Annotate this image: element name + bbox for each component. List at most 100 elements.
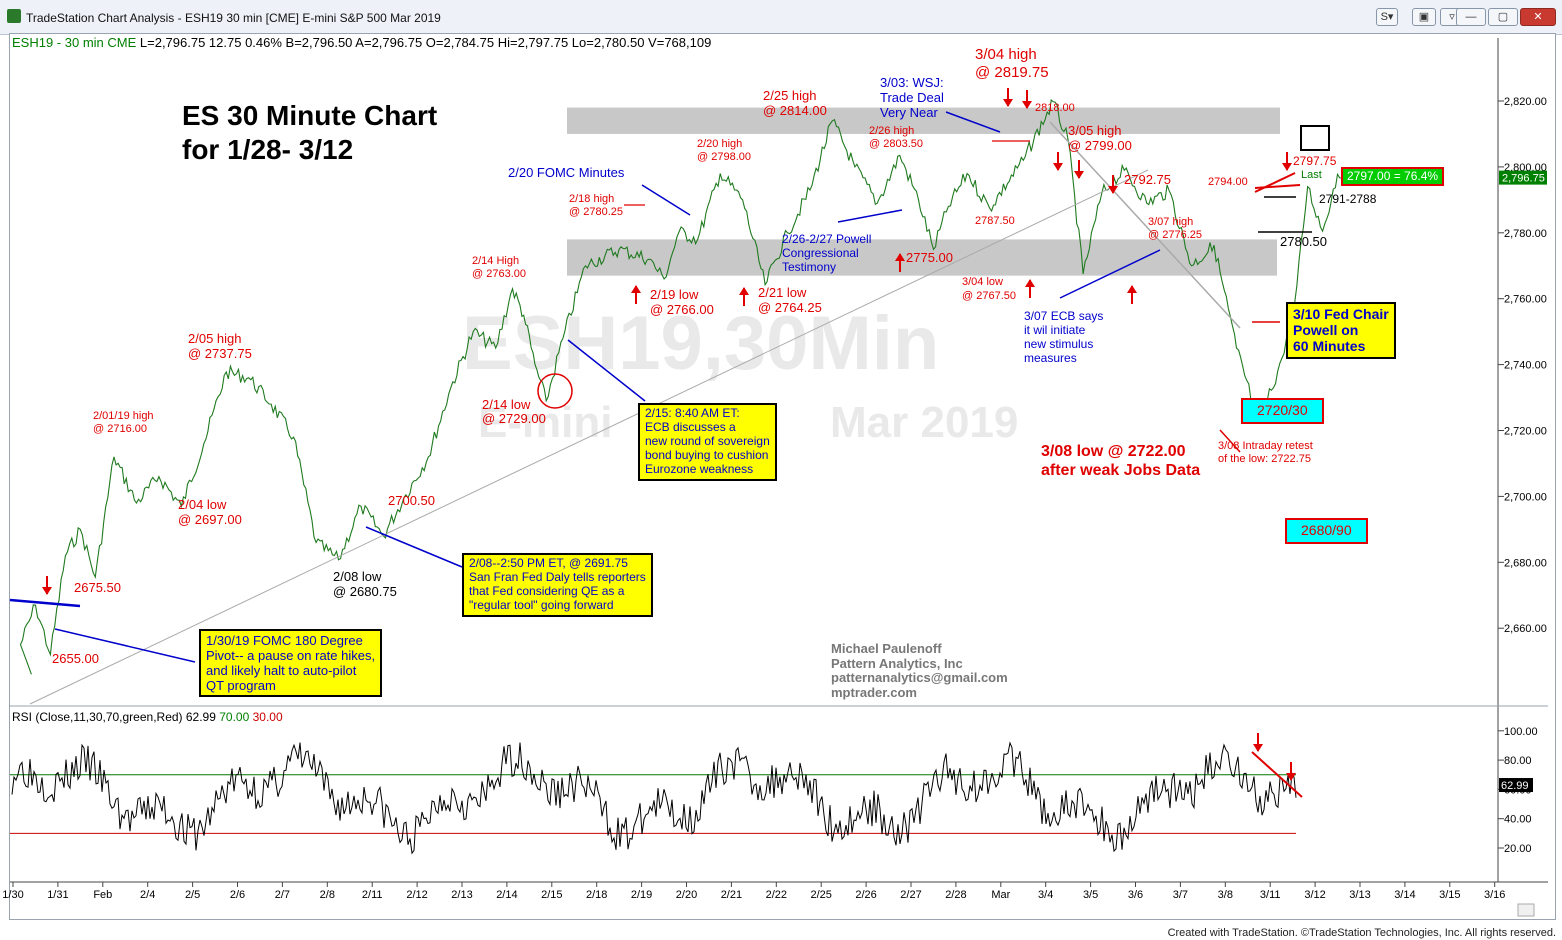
retest-pointer bbox=[1219, 429, 1241, 453]
time-tick-label: 2/5 bbox=[185, 889, 200, 901]
watermark-symbol: ESH19,30Min bbox=[462, 301, 940, 386]
wedge-line bbox=[1254, 184, 1301, 189]
time-tick-label: 2/15 bbox=[541, 889, 562, 901]
time-tick-label: 3/12 bbox=[1304, 889, 1325, 901]
time-tick-label: 3/16 bbox=[1484, 889, 1505, 901]
time-tick-label: Feb bbox=[93, 889, 112, 901]
ecb0307-dash bbox=[1059, 249, 1161, 299]
price-tick-label: 2,740.00 bbox=[1504, 360, 1547, 372]
fomc-minutes-dash bbox=[641, 184, 691, 216]
arrow-down-3-06-head bbox=[1108, 186, 1118, 194]
time-tick-label: 3/14 bbox=[1394, 889, 1415, 901]
time-tick-label: 2/27 bbox=[900, 889, 921, 901]
arrow-up-2-19-head bbox=[631, 285, 641, 293]
info-line: ESH19 - 30 min CME L=2,796.75 12.75 0.46… bbox=[12, 35, 711, 50]
time-tick-label: Mar bbox=[991, 889, 1010, 901]
time-tick-label: 2/19 bbox=[631, 889, 652, 901]
rsi-tick-label: 80.00 bbox=[1504, 755, 1532, 767]
target-box bbox=[1300, 125, 1330, 151]
arrow-down-3-05b-head bbox=[1074, 171, 1084, 179]
time-tick-label: 3/7 bbox=[1173, 889, 1188, 901]
fomc-pointer-line bbox=[54, 628, 196, 663]
rsi-legend: RSI (Close,11,30,70,green,Red) 62.99 70.… bbox=[12, 710, 283, 724]
rising-trendline bbox=[29, 169, 1149, 705]
price-tick-label: 2,780.00 bbox=[1504, 228, 1547, 240]
arrow-up-2-27-head bbox=[895, 253, 905, 261]
minimize-icon[interactable]: — bbox=[1456, 8, 1486, 26]
support-band bbox=[567, 239, 1277, 276]
wsj-pointer-line bbox=[945, 111, 1001, 133]
powell-pointer-line bbox=[837, 209, 903, 223]
fomc-marker-line bbox=[9, 598, 81, 608]
time-tick-label: 2/12 bbox=[406, 889, 427, 901]
price-series-line bbox=[19, 98, 1353, 675]
rsi-legend-label: RSI (Close,11,30,70,green,Red) bbox=[12, 710, 186, 724]
time-tick-label: 2/13 bbox=[451, 889, 472, 901]
rsi-arrow-1-head bbox=[1253, 744, 1263, 752]
menu-icon[interactable]: ▣ bbox=[1412, 8, 1436, 26]
s-dropdown-button[interactable]: S▾ bbox=[1376, 8, 1398, 26]
rsi-legend-os: 30.00 bbox=[253, 710, 283, 724]
rsi-legend-value: 62.99 bbox=[186, 710, 219, 724]
watermark-desc-1: E-mini bbox=[478, 398, 613, 447]
time-tick-label: 2/8 bbox=[320, 889, 335, 901]
time-tick-label: 2/21 bbox=[721, 889, 742, 901]
time-tick-label: 2/20 bbox=[676, 889, 697, 901]
arrow-down-3-04b-head bbox=[1022, 101, 1032, 109]
time-tick-label: 3/5 bbox=[1083, 889, 1098, 901]
time-tick-label: 2/25 bbox=[810, 889, 831, 901]
time-tick-label: 2/6 bbox=[230, 889, 245, 901]
time-tick-label: 3/6 bbox=[1128, 889, 1143, 901]
watermark-desc-2: Mar 2019 bbox=[830, 398, 1019, 447]
chart-window[interactable] bbox=[9, 33, 1556, 920]
arrow-down-3-04a-head bbox=[1003, 99, 1013, 107]
time-tick-label: 2/26 bbox=[855, 889, 876, 901]
time-tick-label: 2/22 bbox=[766, 889, 787, 901]
daly-pointer-line bbox=[365, 526, 463, 568]
arrow-down-3-05a-head bbox=[1053, 163, 1063, 171]
falling-trendline bbox=[1049, 121, 1241, 329]
rsi-tick-label: 100.00 bbox=[1504, 726, 1538, 738]
low-circle-2-14 bbox=[537, 373, 573, 409]
rsi-tick-label: 40.00 bbox=[1504, 814, 1532, 826]
time-tick-label: 3/8 bbox=[1218, 889, 1233, 901]
s-button-label: S bbox=[1380, 11, 1388, 23]
time-tick-label: 1/30 bbox=[2, 889, 23, 901]
arrow-down-3-12-head bbox=[1282, 163, 1292, 171]
time-tick-label: 3/4 bbox=[1038, 889, 1053, 901]
price-tick-label: 2,820.00 bbox=[1504, 96, 1547, 108]
time-tick-label: 3/11 bbox=[1260, 889, 1281, 901]
window-title: TradeStation Chart Analysis - ESH19 30 m… bbox=[26, 11, 441, 25]
price-tick-label: 2,700.00 bbox=[1504, 491, 1547, 503]
time-tick-label: 2/28 bbox=[945, 889, 966, 901]
rsi-series-line bbox=[11, 741, 1297, 855]
rsi-divergence-line bbox=[1251, 751, 1303, 798]
title-bar: TradeStation Chart Analysis - ESH19 30 m… bbox=[0, 0, 1562, 35]
scroll-thumb bbox=[1517, 903, 1535, 917]
ecb-pointer-line bbox=[567, 339, 646, 402]
rsi-tick-label: 20.00 bbox=[1504, 843, 1532, 855]
resistance-band bbox=[567, 107, 1280, 134]
time-tick-label: 1/31 bbox=[47, 889, 68, 901]
maximize-icon[interactable]: ▢ bbox=[1488, 8, 1518, 26]
time-tick-label: 2/18 bbox=[586, 889, 607, 901]
price-tick-label: 2,680.00 bbox=[1504, 557, 1547, 569]
wedge-top-line bbox=[1254, 172, 1296, 193]
time-tick-label: 2/4 bbox=[140, 889, 155, 901]
close-icon[interactable]: ✕ bbox=[1520, 8, 1556, 26]
time-tick-label: 2/7 bbox=[275, 889, 290, 901]
price-tick-label: 2,720.00 bbox=[1504, 426, 1547, 438]
arrow-up-3-04-head bbox=[1025, 279, 1035, 287]
arrow-up-2-21-head bbox=[739, 287, 749, 295]
rsi-last-label: 62.99 bbox=[1501, 780, 1529, 792]
price-tick-label: 2,760.00 bbox=[1504, 294, 1547, 306]
footer-credit: Created with TradeStation. ©TradeStation… bbox=[1167, 927, 1556, 939]
rsi-arrow-2-head bbox=[1286, 773, 1296, 781]
time-tick-label: 2/14 bbox=[496, 889, 517, 901]
arrow-up-3-07-head bbox=[1127, 285, 1137, 293]
time-tick-label: 3/15 bbox=[1439, 889, 1460, 901]
last-price-marker bbox=[1499, 170, 1547, 185]
arrow-down-1-30-head bbox=[42, 587, 52, 595]
price-tick-label: 2,660.00 bbox=[1504, 623, 1547, 635]
